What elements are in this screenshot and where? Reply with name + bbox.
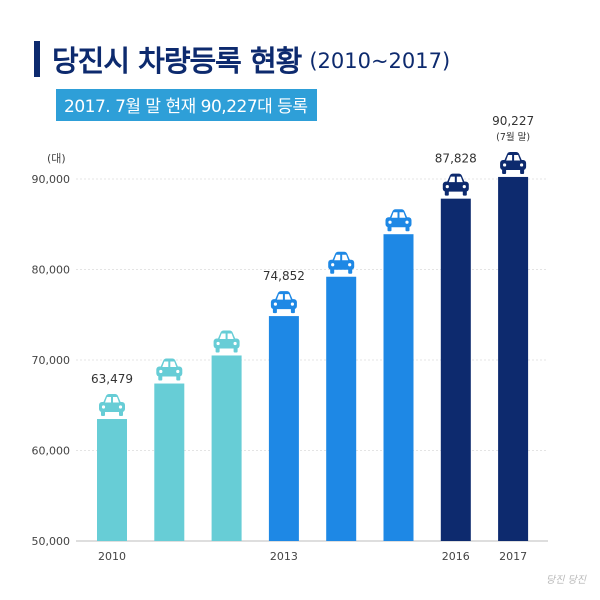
title-accent-bar	[34, 41, 40, 77]
data-label: 74,852	[263, 269, 305, 283]
y-tick-label: 50,000	[32, 535, 71, 548]
subtitle-banner: 2017. 7월 말 현재 90,227대 등록	[56, 89, 318, 121]
title-range: (2010~2017)	[309, 49, 451, 73]
car-icon	[500, 151, 527, 174]
title-block: 당진시 차량등록 현황 (2010~2017)	[34, 38, 450, 80]
car-icon	[270, 291, 297, 314]
car-icon	[156, 358, 183, 381]
y-tick-label: 70,000	[32, 354, 71, 367]
page-title: 당진시 차량등록 현황	[52, 44, 302, 78]
bar	[383, 234, 414, 541]
bar	[440, 198, 471, 541]
x-tick-label: 2017	[499, 550, 527, 563]
x-tick-label: 2013	[270, 550, 298, 563]
y-tick-label: 80,000	[32, 264, 71, 277]
data-label: 90,227	[492, 114, 534, 128]
x-tick-label: 2010	[98, 550, 126, 563]
data-label: 63,479	[91, 372, 133, 386]
car-icon	[442, 173, 469, 196]
y-tick-label: 90,000	[32, 173, 71, 186]
x-tick-label: 2016	[442, 550, 470, 563]
watermark-logo: 당진 당진	[546, 575, 586, 586]
bar	[498, 176, 529, 541]
data-label: 87,828	[435, 152, 477, 166]
car-icon	[328, 251, 355, 274]
car-icon	[213, 330, 240, 353]
car-icon	[99, 394, 125, 417]
bar	[326, 276, 357, 541]
bar	[97, 419, 127, 541]
bar	[211, 355, 242, 541]
car-icon	[385, 209, 412, 232]
y-tick-label: 60,000	[32, 445, 71, 458]
data-sublabel: (7월 말)	[496, 131, 530, 143]
y-unit-label: (대)	[47, 152, 66, 165]
bar	[154, 383, 185, 541]
bar	[268, 316, 299, 541]
